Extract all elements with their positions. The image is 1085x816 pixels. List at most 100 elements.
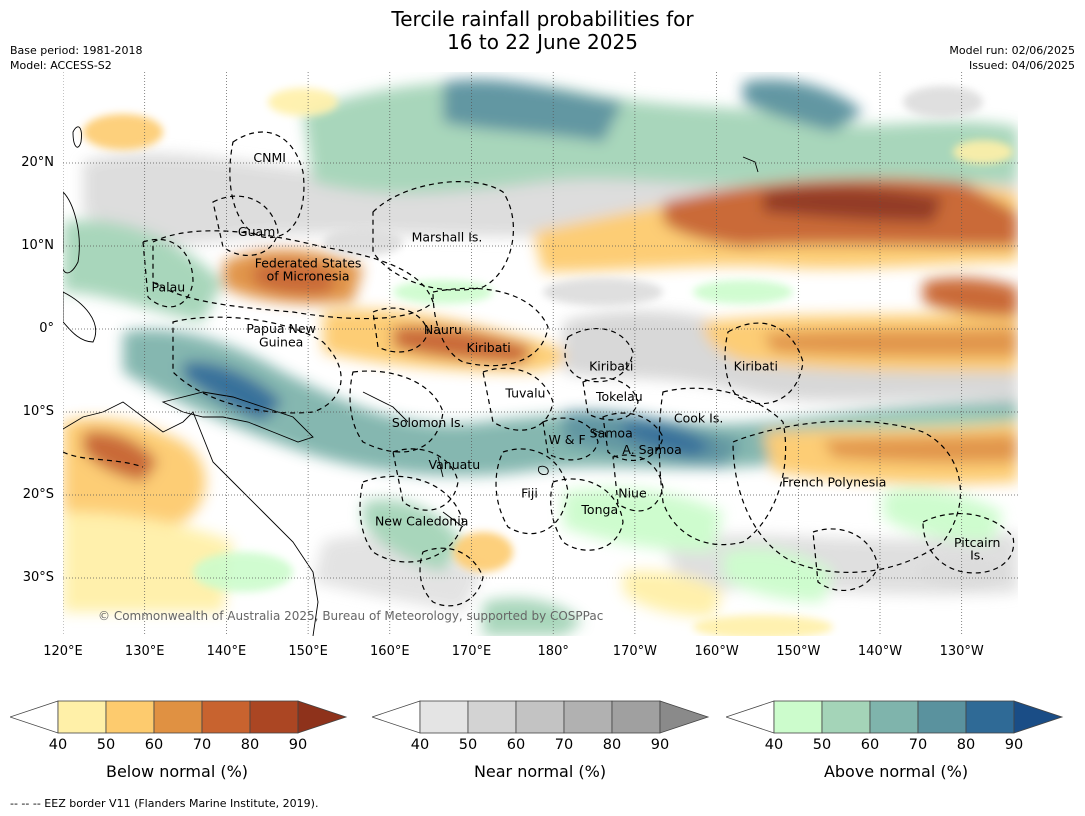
eez-norfolk (419, 547, 484, 607)
samoa-coastline (592, 429, 604, 435)
map-panel: CNMI Guam Marshall Is. Federated States of M… (63, 72, 1018, 636)
legend-lower-extension (8, 700, 59, 734)
legend-swatch (773, 700, 823, 734)
country-label: Federated States (255, 255, 362, 270)
legend-swatch (467, 700, 517, 734)
country-label: Cook Is. (674, 411, 723, 426)
legend-tick-label: 70 (555, 737, 573, 753)
legend-swatch (249, 700, 299, 734)
title-line-1: Tercile rainfall probabilities for (391, 7, 694, 31)
eez-cook-islands (658, 387, 787, 546)
legend-swatch (917, 700, 967, 734)
legend-swatch (965, 700, 1015, 734)
country-label: Palau (152, 280, 186, 295)
legend-swatch (821, 700, 871, 734)
country-label: Guam (238, 224, 275, 239)
legend-swatch (57, 700, 107, 734)
country-label: Nauru (424, 322, 462, 337)
legend-tick-label: 80 (241, 737, 259, 753)
eez-austral (812, 528, 879, 591)
legend-tick-label: 40 (411, 737, 429, 753)
eez-australia-north (63, 451, 144, 468)
lon-tick-label: 130°E (124, 644, 165, 659)
eez-kiribati-line (724, 322, 804, 405)
country-label: Papua New (246, 321, 315, 336)
legend-tick-label: 60 (145, 737, 163, 753)
legend-swatch (419, 700, 469, 734)
legend-lower-extension (370, 700, 421, 734)
legend-tick-label: 60 (861, 737, 879, 753)
legend-below-normal-bar: 40 50 60 70 80 90 (8, 700, 348, 753)
legend-above-normal: 40 50 60 70 80 90 (724, 700, 1066, 764)
eez-cnmi (229, 131, 305, 239)
country-label: Marshall Is. (412, 230, 483, 245)
probability-speckle (83, 86, 1013, 636)
lat-tick-label: 10°N (21, 238, 54, 253)
legend-swatch (611, 700, 661, 734)
legend-swatch (105, 700, 155, 734)
australia-coastline (63, 401, 319, 636)
legend-tick-label: 50 (459, 737, 477, 753)
country-label: French Polynesia (782, 475, 886, 490)
country-label: Kiribati (467, 340, 511, 355)
legend-swatch (869, 700, 919, 734)
eez-niue (612, 454, 664, 512)
model-name: Model: ACCESS-S2 (10, 59, 112, 72)
model-run: Model run: 02/06/2025 (949, 44, 1075, 57)
country-label: of Micronesia (267, 269, 350, 284)
legend-below-normal-label: Below normal (%) (105, 762, 249, 781)
eez-footnote: -- -- -- EEZ border V11 (Flanders Marine… (10, 797, 319, 810)
lat-tick-label: 20°S (22, 487, 54, 502)
taiwan-coastline (72, 126, 82, 148)
legend-swatch (201, 700, 251, 734)
country-label: Tuvalu (504, 386, 545, 401)
legend-above-normal-bar: 40 50 60 70 80 90 (724, 700, 1064, 753)
legend-tick-label: 80 (603, 737, 621, 753)
mindanao-coastline (63, 291, 97, 343)
eez-kiribati-gilbert (432, 287, 549, 367)
legend-swatch (153, 700, 203, 734)
country-label: A. Samoa (622, 442, 681, 457)
legend-tick-label: 40 (765, 737, 783, 753)
eez-guam (212, 195, 279, 256)
issued-date: Issued: 04/06/2025 (968, 59, 1075, 72)
eez-png (172, 316, 342, 414)
title-line-2: 16 to 22 June 2025 (447, 30, 638, 54)
legend-tick-label: 90 (1005, 737, 1023, 753)
eez-solomon (349, 370, 444, 453)
legend-upper-extension (659, 700, 710, 734)
lon-tick-label: 160°W (694, 644, 739, 659)
eez-nauru (372, 307, 429, 353)
lon-tick-label: 140°E (206, 644, 247, 659)
new-caledonia-coastline (442, 511, 464, 528)
country-label: CNMI (253, 150, 286, 165)
lat-tick-label: 30°S (22, 570, 54, 585)
legend-above-normal-label: Above normal (%) (823, 762, 969, 781)
legend-lower-extension (724, 700, 775, 734)
lon-tick-label: 160°E (370, 644, 410, 659)
legend-tick-label: 80 (957, 737, 975, 753)
graticule (63, 72, 1018, 636)
eez-wallis-futuna (542, 417, 599, 461)
lon-tick-label: 170°W (612, 644, 657, 659)
lon-tick-label: 150°E (288, 644, 328, 659)
lon-tick-label: 170°E (451, 644, 492, 659)
country-label: Guinea (259, 334, 303, 349)
eez-palau (142, 238, 194, 308)
legend-tick-label: 50 (813, 737, 831, 753)
legend-swatch (563, 700, 613, 734)
legend-near-normal-bar: 40 50 60 70 80 90 (370, 700, 710, 753)
legend-tick-label: 60 (507, 737, 525, 753)
lon-tick-label: 120°E (43, 644, 83, 659)
meta-right: Model run: 02/06/2025 Issued: 04/06/2025 (949, 43, 1075, 73)
coastlines (63, 126, 759, 636)
country-label: Tonga (580, 502, 618, 517)
legend-upper-extension (297, 700, 348, 734)
copyright-notice: © Commonwealth of Australia 2025, Bureau… (98, 609, 603, 623)
hawaii-coastline (742, 156, 759, 173)
eez-new-caledonia (359, 475, 464, 563)
philippines-coastline (63, 191, 80, 274)
eez-tokelau (582, 377, 639, 421)
legend-near-normal-label: Near normal (%) (473, 762, 607, 781)
